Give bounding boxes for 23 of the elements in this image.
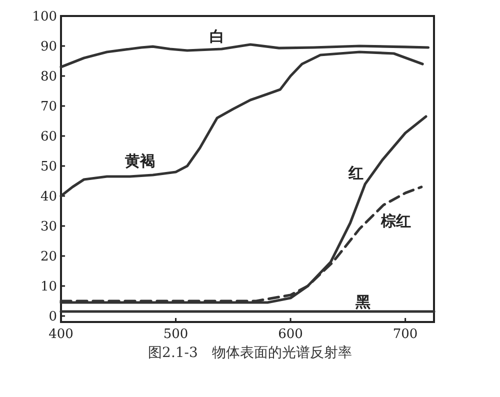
series-label: 棕红 [380, 212, 412, 230]
line-series [60, 43, 430, 68]
series-label: 黑 [354, 293, 370, 311]
y-tick-label: 100 [32, 10, 57, 24]
line-series [60, 50, 424, 198]
y-tick-label: 20 [40, 250, 57, 264]
series-label: 红 [347, 164, 364, 182]
x-tick-label: 600 [278, 327, 303, 342]
x-tick-label: 400 [48, 327, 74, 342]
y-tick-label: 60 [40, 130, 57, 144]
y-tick-label: 50 [40, 160, 57, 174]
series-label: 白 [210, 28, 225, 46]
series-label: 黄褐 [124, 152, 156, 170]
y-tick-label: 0 [48, 310, 57, 324]
y-tick-label: 70 [40, 100, 57, 114]
y-tick-label: 40 [40, 190, 57, 204]
y-tick-label: 30 [40, 220, 57, 234]
text: 图2.1-3 物体表面的光谱反射率 [148, 345, 352, 361]
y-tick-label: 80 [40, 70, 57, 84]
x-tick-label: 700 [392, 327, 418, 342]
y-tick-label: 90 [40, 40, 57, 54]
x-tick-label: 500 [163, 327, 188, 342]
y-tick-label: 10 [40, 280, 57, 294]
